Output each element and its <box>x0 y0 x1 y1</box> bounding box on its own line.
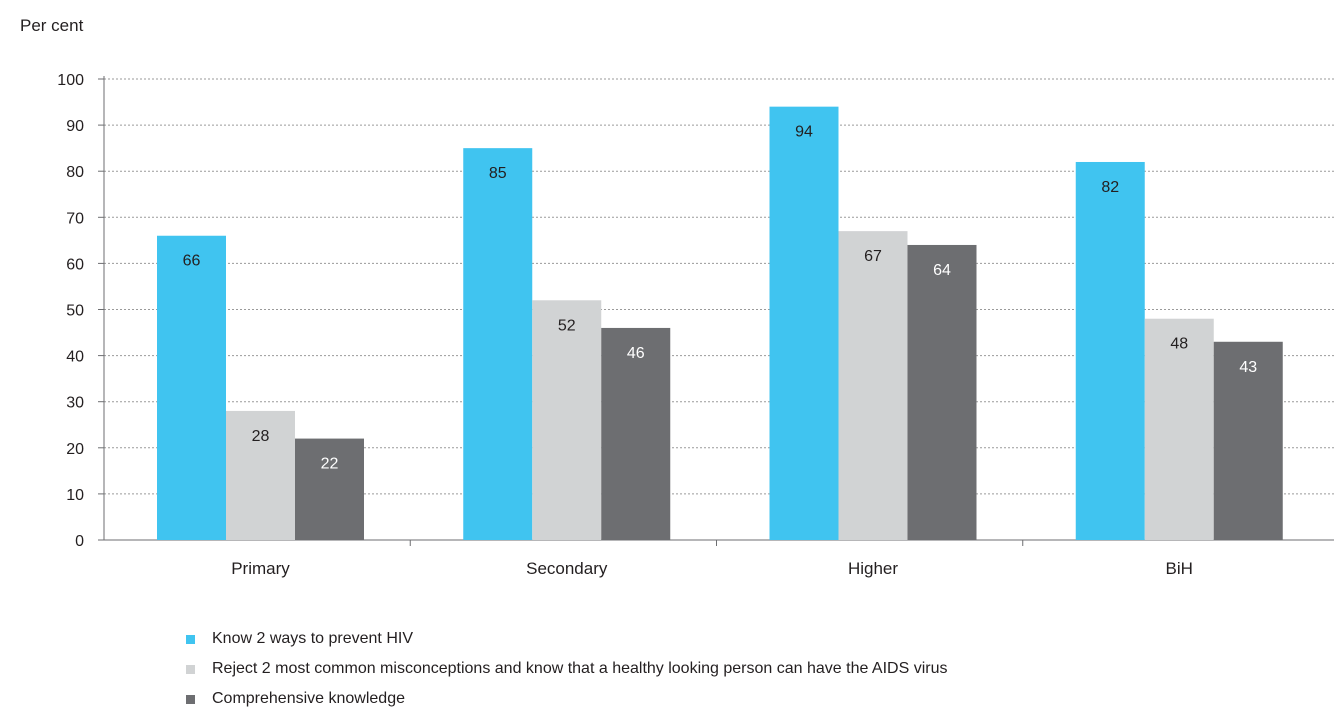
y-tick-label: 70 <box>66 210 84 227</box>
legend-item: Comprehensive knowledge <box>186 684 948 714</box>
data-label: 85 <box>489 165 507 182</box>
y-tick-label: 10 <box>66 487 84 504</box>
y-tick-label: 30 <box>66 395 84 412</box>
data-label: 43 <box>1239 359 1257 376</box>
legend-label: Know 2 ways to prevent HIV <box>212 630 413 647</box>
legend-item: Reject 2 most common misconceptions and … <box>186 654 948 684</box>
legend-label: Reject 2 most common misconceptions and … <box>212 660 948 677</box>
bar <box>532 300 602 540</box>
bar <box>226 410 295 540</box>
data-label: 66 <box>183 253 201 270</box>
y-tick-label: 90 <box>66 118 84 135</box>
bar <box>295 438 364 540</box>
category-label: BiH <box>1166 559 1193 578</box>
y-tick-label: 0 <box>75 533 84 550</box>
bar <box>838 231 908 540</box>
bar <box>1213 341 1283 540</box>
data-label: 22 <box>321 456 339 473</box>
y-axis-label: Per cent <box>20 16 84 35</box>
data-label: 67 <box>864 248 882 265</box>
legend-swatch <box>186 694 195 704</box>
data-label: 52 <box>558 317 576 334</box>
data-label: 48 <box>1170 336 1188 353</box>
category-label: Higher <box>848 559 898 578</box>
legend-swatch <box>186 634 195 644</box>
y-tick-label: 20 <box>66 441 84 458</box>
bar <box>601 327 671 540</box>
legend: Know 2 ways to prevent HIV Reject 2 most … <box>186 624 948 714</box>
legend-swatch <box>186 664 195 674</box>
category-label: Primary <box>231 559 290 578</box>
bar <box>1144 318 1214 540</box>
data-label: 82 <box>1101 179 1119 196</box>
legend-item: Know 2 ways to prevent HIV <box>186 624 948 654</box>
y-tick-label: 80 <box>66 164 84 181</box>
bar <box>463 148 533 540</box>
y-tick-label: 100 <box>57 72 84 89</box>
bar <box>1075 161 1145 541</box>
y-tick-label: 60 <box>66 256 84 273</box>
data-label: 94 <box>795 124 813 141</box>
bar <box>907 244 977 540</box>
bar <box>769 106 839 540</box>
y-tick-label: 40 <box>66 349 84 366</box>
y-tick-label: 50 <box>66 303 84 320</box>
bar-chart-plot: 0 10 20 30 40 50 60 70 80 90 100 66 28 22 Primary 85 52 4… <box>57 72 1334 578</box>
category-label: Secondary <box>526 559 608 578</box>
legend-label: Comprehensive knowledge <box>212 690 405 707</box>
data-label: 64 <box>933 262 951 279</box>
data-label: 28 <box>252 428 270 445</box>
bar <box>157 235 226 541</box>
data-label: 46 <box>627 345 645 362</box>
